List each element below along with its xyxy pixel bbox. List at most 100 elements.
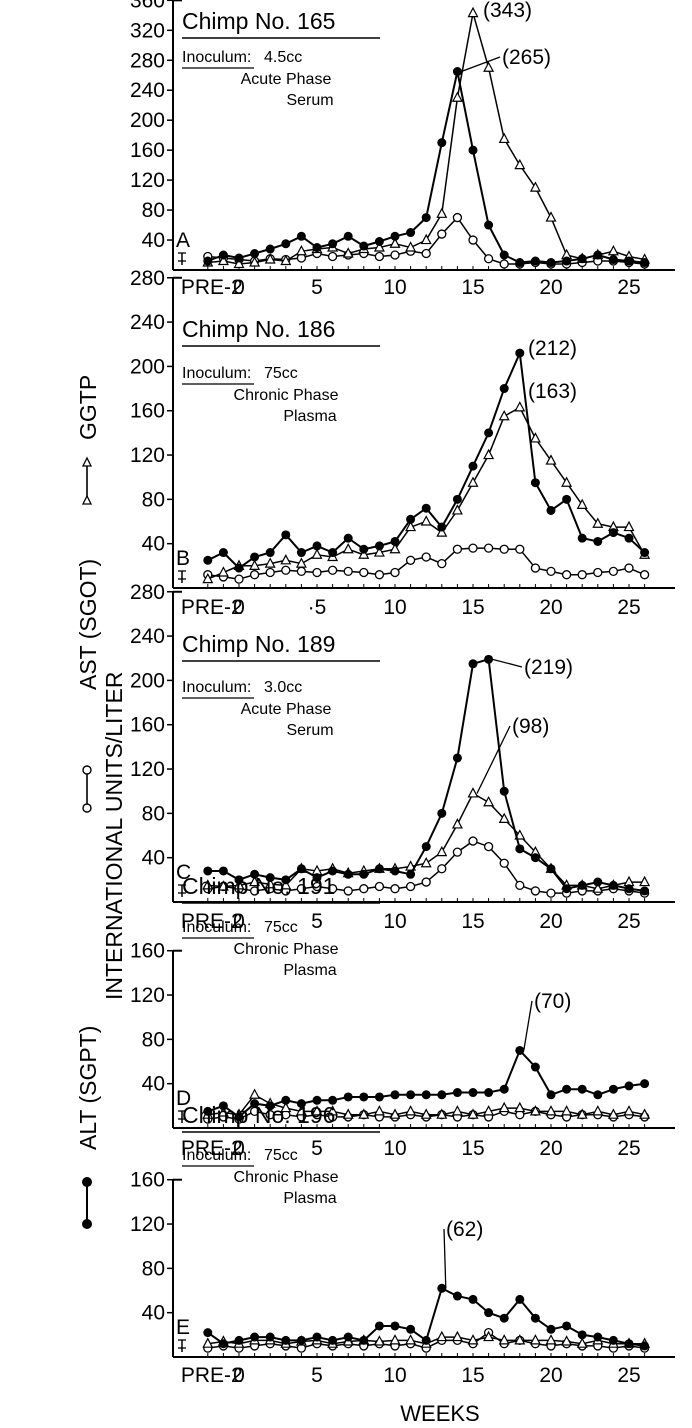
inoculum-source-line: Plasma: [283, 408, 336, 425]
x-tick-label: 5: [311, 276, 323, 299]
inoculum-source-line: Plasma: [283, 1190, 336, 1207]
data-point-alt: [312, 541, 322, 551]
data-point-ggtp: [202, 1337, 214, 1348]
data-point-alt: [515, 348, 525, 358]
data-point-ggtp: [249, 1088, 261, 1099]
data-point-ggtp: [498, 1101, 510, 1113]
data-point-alt: [312, 1095, 322, 1105]
annotation-arrow: [476, 725, 511, 794]
data-point-ast: [390, 884, 400, 894]
data-point-alt: [546, 1324, 556, 1334]
x-tick-label: 0: [233, 596, 245, 619]
data-point-alt: [452, 1088, 462, 1098]
data-point-ast: [390, 567, 400, 578]
data-point-ast: [437, 229, 447, 239]
data-point-ggtp: [436, 207, 448, 218]
data-point-alt: [406, 869, 416, 879]
data-point-alt: [406, 514, 416, 524]
data-point-ggtp: [467, 1334, 479, 1345]
panel-title: Chimp No. 189: [182, 631, 335, 657]
inoculum-amount: 75cc: [264, 365, 298, 382]
data-point-alt: [452, 1291, 462, 1301]
data-point-ggtp: [420, 1108, 432, 1119]
data-point-ast: [499, 259, 509, 269]
data-point-ast: [593, 567, 603, 578]
x-tick-label: 25: [617, 1364, 640, 1387]
data-point-alt: [343, 533, 353, 543]
data-point-alt: [562, 1084, 572, 1094]
data-point-alt: [203, 866, 213, 876]
data-point-ast: [374, 570, 385, 580]
data-point-ast: [468, 543, 478, 553]
data-point-ast: [421, 248, 431, 259]
data-point-ggtp: [202, 879, 214, 890]
y-tick-label: 120: [130, 1213, 165, 1236]
legend-ggtp-marker-icon: [81, 456, 93, 505]
inoculum-source-line: Chronic Phase: [234, 941, 339, 958]
data-point-alt: [296, 1335, 306, 1345]
data-point-alt: [296, 864, 306, 874]
data-point-alt: [218, 548, 228, 558]
data-point-alt: [624, 533, 634, 543]
data-point-alt: [265, 244, 275, 254]
data-point-ast: [296, 884, 307, 894]
data-point-ggtp: [576, 1337, 588, 1348]
data-point-ggtp: [451, 91, 463, 102]
panel-title: Chimp No. 191: [182, 873, 335, 899]
data-point-ast: [624, 563, 634, 573]
x-tick-label: 10: [383, 276, 406, 299]
data-point-ggtp: [467, 6, 479, 18]
data-point-ggtp: [249, 875, 261, 887]
data-point-ast: [405, 555, 416, 565]
x-tick-label: PRE-2: [181, 596, 243, 619]
inoculum-label: Inoculum:: [182, 919, 251, 936]
data-point-alt: [624, 884, 634, 894]
data-point-ast: [530, 563, 541, 573]
data-point-ggtp: [405, 241, 417, 252]
data-point-alt: [234, 1335, 244, 1345]
data-point-alt: [374, 1092, 384, 1102]
data-point-alt: [452, 494, 462, 504]
data-point-alt: [296, 548, 306, 558]
data-point-alt: [640, 1079, 650, 1089]
annotation-arrow: [443, 1228, 447, 1289]
data-point-ggtp: [311, 1105, 323, 1116]
data-point-ggtp: [264, 557, 276, 568]
data-point-alt: [577, 1084, 587, 1094]
data-point-alt: [593, 877, 603, 887]
data-point-alt: [203, 256, 213, 266]
data-point-ggtp: [217, 254, 229, 266]
x-tick-label: 0: [233, 276, 245, 299]
data-point-ggtp: [217, 880, 229, 891]
x-tick-label: 25: [617, 910, 640, 933]
peak-annotation: (70): [534, 990, 571, 1013]
data-point-alt: [640, 886, 650, 896]
data-point-alt: [546, 864, 556, 874]
peak-annotation: (265): [502, 46, 551, 69]
y-tick-label: 40: [142, 1073, 165, 1096]
y-tick-label: 40: [142, 533, 165, 556]
x-tick-label: 5: [311, 1364, 323, 1387]
y-tick-label: 280: [130, 267, 165, 290]
data-point-alt: [343, 869, 353, 879]
data-point-alt: [234, 253, 244, 263]
data-point-alt: [265, 1101, 275, 1111]
data-point-alt: [421, 842, 431, 852]
data-point-alt: [421, 1090, 431, 1100]
series-alt: [203, 654, 650, 896]
inoculum-amount: 3.0cc: [264, 679, 302, 696]
y-tick-label: 240: [130, 79, 165, 102]
data-point-alt: [203, 1328, 213, 1338]
inoculum-label: Inoculum:: [182, 1147, 251, 1164]
data-point-alt: [562, 494, 572, 504]
panel-id-label: A: [176, 229, 190, 252]
data-point-alt: [359, 241, 369, 251]
data-point-ggtp: [483, 1330, 495, 1342]
data-point-ggtp: [545, 454, 557, 465]
data-point-alt: [218, 250, 228, 260]
data-point-alt: [546, 258, 556, 268]
peak-annotation: (219): [524, 656, 573, 679]
data-point-alt: [499, 786, 509, 796]
